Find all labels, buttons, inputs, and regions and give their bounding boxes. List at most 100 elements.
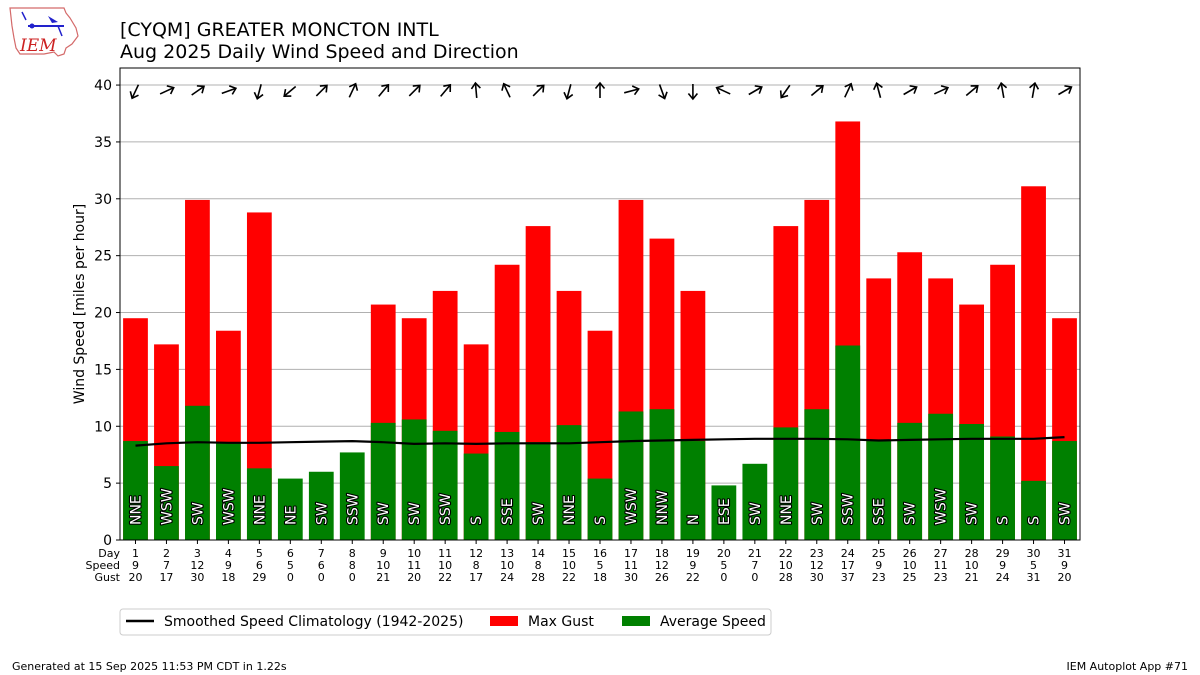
x-tick-gust: 37: [841, 571, 855, 584]
x-tick-gust: 28: [531, 571, 545, 584]
x-tick-gust: 26: [655, 571, 669, 584]
wind-arrow-icon: [844, 82, 854, 98]
x-tick-gust: 28: [779, 571, 793, 584]
x-axis-ticks: DaySpeedGust1920271731230491856296507608…: [86, 540, 1072, 584]
wind-arrow-icon: [348, 82, 359, 98]
x-tick-gust: 23: [872, 571, 886, 584]
y-tick-label: 20: [94, 306, 112, 322]
wind-arrow-icon: [408, 84, 421, 97]
x-tick-day: 26: [903, 547, 917, 560]
speed-bar: [618, 411, 644, 540]
direction-label: NE: [283, 506, 299, 525]
legend: Smoothed Speed Climatology (1942-2025) M…: [119, 608, 772, 636]
x-tick-speed: 10: [779, 559, 793, 572]
x-tick-speed: 10: [903, 559, 917, 572]
x-tick-gust: 25: [903, 571, 917, 584]
x-tick-day: 4: [225, 547, 232, 560]
x-tick-day: 11: [438, 547, 452, 560]
x-tick-day: 27: [934, 547, 948, 560]
climatology-layer: [135, 436, 1065, 447]
legend-speed-label: Average Speed: [660, 614, 766, 630]
speed-bar: [185, 405, 210, 540]
direction-label: SSW: [841, 493, 857, 525]
legend-speed-swatch: [622, 616, 650, 626]
x-tick-day: 31: [1058, 547, 1072, 560]
x-tick-speed: 5: [597, 559, 604, 572]
chart-title: [CYQM] GREATER MONCTON INTL: [120, 19, 439, 41]
direction-label: SW: [810, 502, 826, 525]
speed-bar: [494, 431, 520, 540]
wind-arrow-icon: [594, 81, 606, 98]
x-tick-speed: 5: [1030, 559, 1037, 572]
wind-arrow-icon: [748, 85, 763, 96]
direction-label: SW: [190, 502, 206, 525]
x-tick-day: 24: [841, 547, 855, 560]
wind-arrow-icon: [965, 85, 979, 97]
x-tick-speed: 10: [562, 559, 576, 572]
x-tick-day: 9: [380, 547, 387, 560]
speed-bar: [277, 478, 303, 540]
x-tick-day: 29: [996, 547, 1010, 560]
x-tick-gust: 30: [624, 571, 638, 584]
direction-label: SSE: [872, 498, 888, 525]
x-tick-speed: 10: [965, 559, 979, 572]
speed-bar: [990, 436, 1015, 540]
speed-bar: [711, 485, 737, 540]
x-tick-gust: 20: [407, 571, 421, 584]
x-tick-speed: 8: [535, 559, 542, 572]
x-tick-day: 16: [593, 547, 607, 560]
x-tick-day: 28: [965, 547, 979, 560]
x-tick-gust: 20: [128, 571, 142, 584]
speed-bar: [897, 422, 923, 540]
x-tick-gust: 24: [996, 571, 1010, 584]
x-tick-day: 20: [717, 547, 731, 560]
direction-label: WSW: [221, 488, 237, 525]
x-tick-day: 17: [624, 547, 638, 560]
speed-bar: [1052, 441, 1077, 540]
x-tick-speed: 10: [376, 559, 390, 572]
chart-subtitle: Aug 2025 Daily Wind Speed and Direction: [120, 41, 519, 63]
legend-gust-label: Max Gust: [528, 614, 594, 630]
wind-arrow-icon: [933, 85, 950, 95]
speed-bar: [1021, 480, 1046, 540]
x-tick-speed: 10: [500, 559, 514, 572]
x-tick-speed: 12: [190, 559, 204, 572]
x-tick-day: 25: [872, 547, 886, 560]
wind-arrow-icon: [253, 84, 264, 100]
x-tick-gust: 22: [562, 571, 576, 584]
legend-gust-swatch: [490, 616, 518, 626]
direction-label: ESE: [717, 498, 733, 525]
x-tick-gust: 29: [252, 571, 266, 584]
wind-arrow-icon: [470, 81, 481, 99]
wind-arrow-icon: [315, 84, 328, 97]
wind-arrow-icon: [997, 81, 1008, 99]
x-tick-gust: 0: [720, 571, 727, 584]
direction-label: NNW: [655, 490, 671, 525]
speed-bar: [928, 413, 954, 540]
wind-arrow-icon: [159, 85, 175, 95]
speed-bar: [835, 345, 861, 540]
x-tick-day: 23: [810, 547, 824, 560]
x-tick-day: 19: [686, 547, 700, 560]
x-tick-gust: 18: [221, 571, 235, 584]
footer-generated: Generated at 15 Sep 2025 11:53 PM CDT in…: [12, 660, 287, 673]
y-tick-label: 30: [94, 192, 112, 208]
wind-arrow-icon: [715, 85, 731, 95]
y-tick-label: 0: [103, 533, 112, 549]
wind-arrow-icon: [501, 82, 511, 98]
y-tick-label: 40: [94, 78, 112, 94]
x-tick-gust: 0: [287, 571, 294, 584]
x-tick-gust: 20: [1058, 571, 1072, 584]
speed-bar: [123, 441, 148, 540]
x-tick-gust: 17: [159, 571, 173, 584]
wind-arrow-icon: [687, 84, 699, 101]
speed-bar: [773, 427, 799, 540]
x-tick-speed: 7: [163, 559, 170, 572]
speed-bar: [742, 463, 768, 540]
x-tick-day: 5: [256, 547, 263, 560]
direction-label: WSW: [159, 488, 175, 525]
direction-label: SW: [531, 502, 547, 525]
wind-arrow-icon: [779, 84, 791, 99]
x-tick-day: 21: [748, 547, 762, 560]
